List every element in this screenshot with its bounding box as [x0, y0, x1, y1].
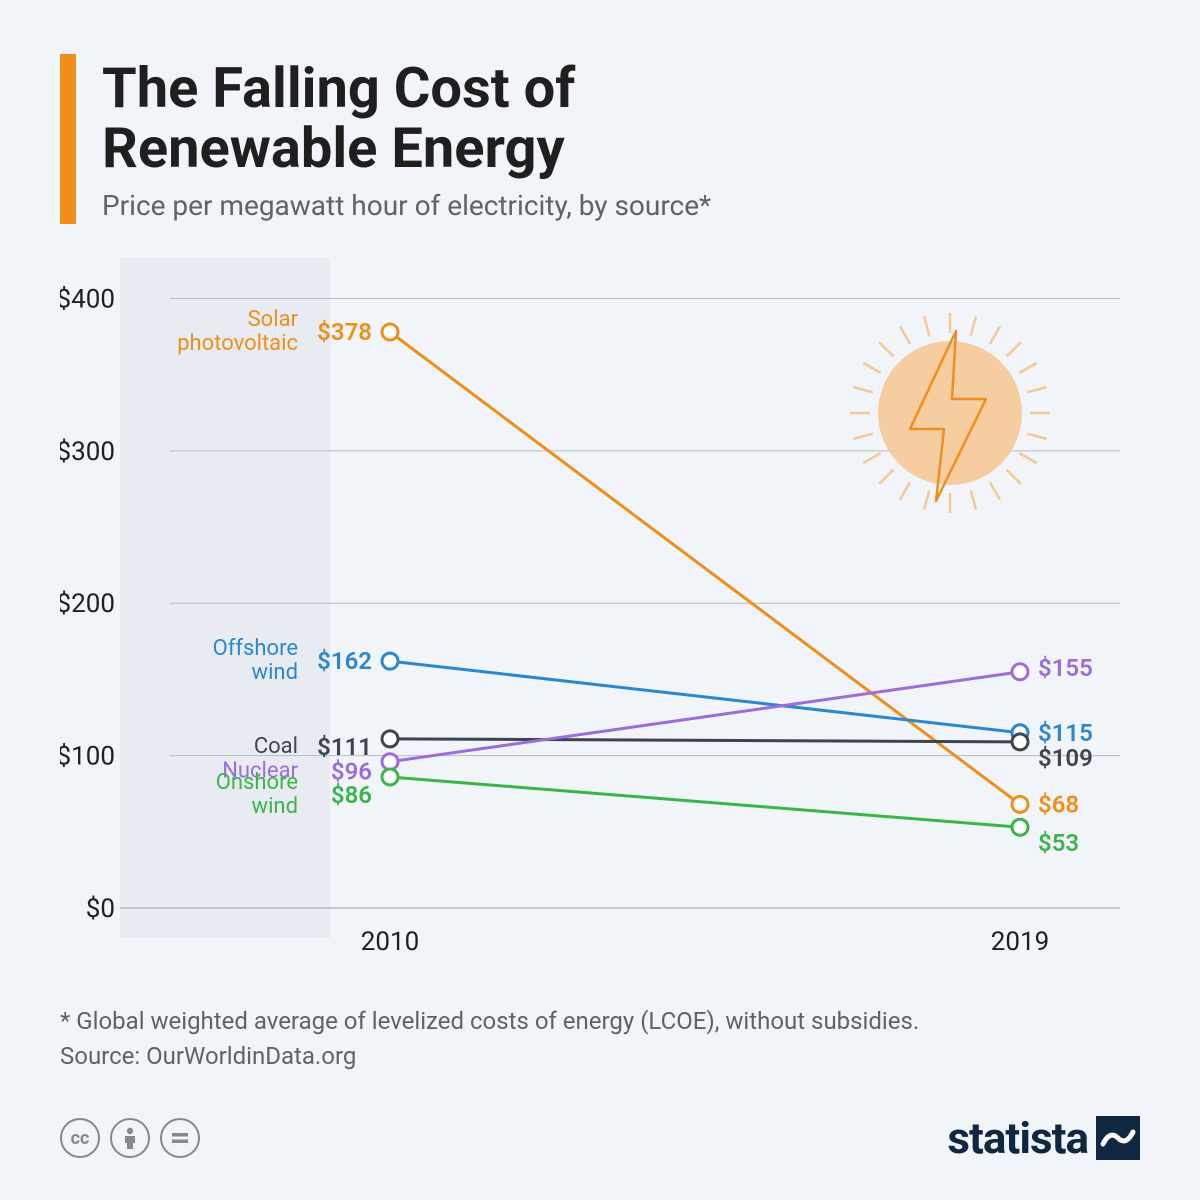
svg-text:$111: $111	[317, 733, 372, 761]
footnote-line-1: * Global weighted average of levelized c…	[60, 1004, 1140, 1039]
infographic-container: The Falling Cost of Renewable Energy Pri…	[0, 0, 1200, 1200]
footnote: * Global weighted average of levelized c…	[60, 1004, 1140, 1074]
cc-icon: cc	[60, 1118, 100, 1158]
svg-text:wind: wind	[252, 794, 298, 819]
svg-text:$200: $200	[60, 589, 115, 619]
license-icons: cc	[60, 1118, 200, 1158]
svg-text:Onshore: Onshore	[216, 770, 298, 795]
svg-text:$300: $300	[60, 437, 115, 467]
svg-text:$0: $0	[86, 894, 115, 924]
svg-text:$400: $400	[60, 284, 115, 314]
svg-text:$115: $115	[1038, 719, 1093, 747]
svg-text:photovoltaic: photovoltaic	[177, 331, 298, 356]
svg-text:$155: $155	[1038, 654, 1093, 682]
svg-text:$86: $86	[331, 781, 372, 809]
svg-text:wind: wind	[252, 660, 298, 685]
svg-text:$162: $162	[317, 647, 372, 675]
brand-logo: statista	[947, 1112, 1140, 1164]
by-icon	[110, 1118, 150, 1158]
accent-bar	[60, 54, 76, 224]
svg-text:$378: $378	[317, 318, 372, 346]
svg-text:$100: $100	[60, 742, 115, 772]
svg-text:$109: $109	[1038, 744, 1093, 772]
svg-text:2010: 2010	[361, 927, 419, 957]
title-line-2: Renewable Energy	[102, 115, 565, 181]
line-chart: $0 $100 $200 $300 $400 2010 2019 $378 $68 Solarph…	[60, 258, 1140, 978]
subtitle: Price per megawatt hour of electricity, …	[102, 189, 711, 222]
brand-text: statista	[947, 1112, 1088, 1164]
svg-text:$53: $53	[1038, 829, 1079, 857]
svg-text:Solar: Solar	[248, 307, 299, 332]
footer: cc statista	[60, 1112, 1140, 1164]
title-line-1: The Falling Cost of	[102, 55, 575, 121]
footnote-line-2: Source: OurWorldinData.org	[60, 1039, 1140, 1074]
svg-text:Coal: Coal	[254, 734, 298, 759]
header: The Falling Cost of Renewable Energy Pri…	[60, 54, 1140, 224]
svg-text:Offshore: Offshore	[213, 636, 298, 661]
svg-text:2019: 2019	[991, 927, 1049, 957]
nd-icon	[160, 1118, 200, 1158]
svg-text:$68: $68	[1038, 790, 1079, 818]
page-title: The Falling Cost of Renewable Energy	[102, 58, 711, 179]
brand-wave-icon	[1096, 1116, 1140, 1160]
